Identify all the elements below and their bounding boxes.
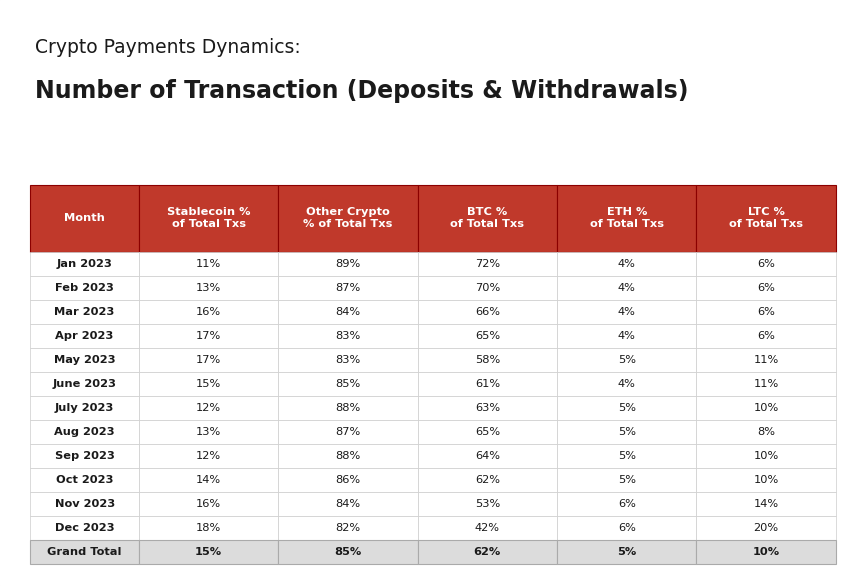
Text: 14%: 14%	[196, 475, 222, 485]
Text: 8%: 8%	[757, 427, 775, 437]
Text: May 2023: May 2023	[54, 355, 115, 365]
Text: BTC %
of Total Txs: BTC % of Total Txs	[450, 207, 525, 229]
Text: 6%: 6%	[757, 283, 775, 293]
Text: 6%: 6%	[757, 259, 775, 269]
Text: 65%: 65%	[475, 331, 500, 341]
Text: 6%: 6%	[757, 307, 775, 317]
Text: Aug 2023: Aug 2023	[55, 427, 115, 437]
Text: Nov 2023: Nov 2023	[55, 499, 115, 509]
Text: 85%: 85%	[334, 547, 362, 557]
Text: 6%: 6%	[617, 499, 636, 509]
Text: 6%: 6%	[757, 331, 775, 341]
Text: Grand Total: Grand Total	[48, 547, 122, 557]
Text: 16%: 16%	[196, 307, 222, 317]
Text: ETH %
of Total Txs: ETH % of Total Txs	[590, 207, 663, 229]
Text: 62%: 62%	[474, 547, 501, 557]
Text: 82%: 82%	[335, 523, 360, 533]
Text: 17%: 17%	[196, 355, 222, 365]
Text: Dec 2023: Dec 2023	[55, 523, 114, 533]
Text: 72%: 72%	[475, 259, 500, 269]
Text: 89%: 89%	[335, 259, 360, 269]
Text: 4%: 4%	[617, 379, 636, 389]
Text: 17%: 17%	[196, 331, 222, 341]
Text: 84%: 84%	[335, 307, 360, 317]
Text: 6%: 6%	[617, 523, 636, 533]
Text: 4%: 4%	[617, 331, 636, 341]
Text: 85%: 85%	[335, 379, 360, 389]
Text: 88%: 88%	[335, 451, 360, 461]
Text: 14%: 14%	[753, 499, 779, 509]
Text: Sep 2023: Sep 2023	[55, 451, 114, 461]
Text: 4%: 4%	[617, 283, 636, 293]
Text: 12%: 12%	[196, 403, 222, 413]
Text: 5%: 5%	[617, 355, 636, 365]
Text: Stablecoin %
of Total Txs: Stablecoin % of Total Txs	[167, 207, 250, 229]
Text: July 2023: July 2023	[55, 403, 114, 413]
Text: 4%: 4%	[617, 307, 636, 317]
Text: LTC %
of Total Txs: LTC % of Total Txs	[729, 207, 803, 229]
Text: Crypto Payments Dynamics:: Crypto Payments Dynamics:	[35, 38, 301, 57]
Text: 4%: 4%	[617, 259, 636, 269]
Text: 5%: 5%	[617, 451, 636, 461]
Text: 62%: 62%	[475, 475, 500, 485]
Text: 10%: 10%	[753, 451, 779, 461]
Text: 15%: 15%	[196, 379, 222, 389]
Text: Number of Transaction (Deposits & Withdrawals): Number of Transaction (Deposits & Withdr…	[35, 79, 688, 103]
Text: Apr 2023: Apr 2023	[55, 331, 113, 341]
Text: 13%: 13%	[196, 427, 222, 437]
Text: 83%: 83%	[335, 355, 360, 365]
Text: 11%: 11%	[196, 259, 222, 269]
Text: Other Crypto
% of Total Txs: Other Crypto % of Total Txs	[303, 207, 392, 229]
Text: 58%: 58%	[475, 355, 500, 365]
Text: 88%: 88%	[335, 403, 360, 413]
Text: 20%: 20%	[753, 523, 779, 533]
Text: 70%: 70%	[475, 283, 500, 293]
Text: Jan 2023: Jan 2023	[57, 259, 113, 269]
Text: Month: Month	[64, 213, 105, 223]
Text: 53%: 53%	[475, 499, 500, 509]
Text: Oct 2023: Oct 2023	[56, 475, 113, 485]
Text: 61%: 61%	[475, 379, 500, 389]
Text: Mar 2023: Mar 2023	[55, 307, 115, 317]
Text: 5%: 5%	[617, 547, 637, 557]
Text: 13%: 13%	[196, 283, 222, 293]
Text: 66%: 66%	[475, 307, 500, 317]
Text: Feb 2023: Feb 2023	[55, 283, 114, 293]
Text: 10%: 10%	[753, 547, 779, 557]
Text: 86%: 86%	[335, 475, 360, 485]
Text: 11%: 11%	[753, 355, 779, 365]
Text: 65%: 65%	[475, 427, 500, 437]
Text: 18%: 18%	[196, 523, 222, 533]
Text: 63%: 63%	[475, 403, 500, 413]
Text: 84%: 84%	[335, 499, 360, 509]
Text: 5%: 5%	[617, 427, 636, 437]
Text: 15%: 15%	[195, 547, 223, 557]
Text: 11%: 11%	[753, 379, 779, 389]
Text: 64%: 64%	[475, 451, 500, 461]
Text: June 2023: June 2023	[53, 379, 117, 389]
Text: 87%: 87%	[335, 427, 360, 437]
Text: 87%: 87%	[335, 283, 360, 293]
Text: 10%: 10%	[753, 475, 779, 485]
Text: 83%: 83%	[335, 331, 360, 341]
Text: 16%: 16%	[196, 499, 222, 509]
Text: 5%: 5%	[617, 475, 636, 485]
Text: 10%: 10%	[753, 403, 779, 413]
Text: 5%: 5%	[617, 403, 636, 413]
Text: 12%: 12%	[196, 451, 222, 461]
Text: 42%: 42%	[475, 523, 500, 533]
